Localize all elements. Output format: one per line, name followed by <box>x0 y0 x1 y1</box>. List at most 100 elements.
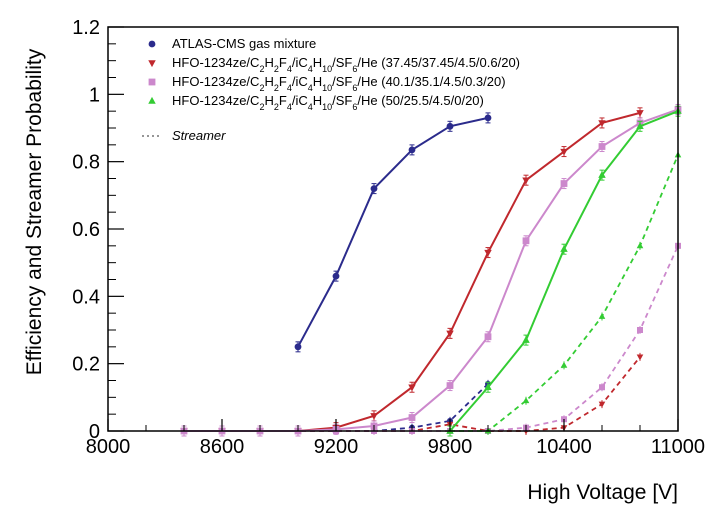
streamer-point <box>560 361 568 368</box>
legend-subscript: 4 <box>308 64 313 74</box>
y-tick-label: 0.4 <box>72 286 100 308</box>
efficiency-point <box>522 177 530 185</box>
legend-values: (40.1/35.1/4.5/0.3/20) <box>378 74 506 89</box>
streamer-point <box>636 354 644 361</box>
legend-text-part: F <box>279 93 287 108</box>
legend-text-part: H <box>313 74 322 89</box>
efficiency-point <box>598 120 606 128</box>
legend-marker <box>148 60 156 68</box>
legend-text-part: 1234 <box>204 55 233 70</box>
legend-values: (37.45/37.45/4.5/0.6/20) <box>378 55 520 70</box>
efficiency-point <box>484 333 492 341</box>
efficiency-point <box>560 180 568 187</box>
legend-text-part: H <box>313 93 322 108</box>
legend-text-part: ze/C <box>233 93 260 108</box>
legend-text-part: H <box>264 55 273 70</box>
legend-text-part: /SF <box>332 55 352 70</box>
efficiency-point <box>484 249 492 257</box>
legend-text-part: /iC <box>292 93 308 108</box>
legend-text-part: F <box>279 55 287 70</box>
y-tick-label: 0.8 <box>72 152 100 174</box>
efficiency-point <box>560 245 568 252</box>
legend-text-part: /iC <box>292 55 308 70</box>
legend-text-part: H <box>313 55 322 70</box>
legend-subscript: 4 <box>308 102 313 112</box>
efficiency-point <box>560 148 568 156</box>
legend-entry-label: HFO-1234ze/C2H2F4/iC4H10/SF6/He (37.45/3… <box>172 55 520 74</box>
x-tick-label: 8600 <box>200 436 245 458</box>
legend: ATLAS-CMS gas mixtureHFO-1234ze/C2H2F4/i… <box>142 36 520 143</box>
streamer-line <box>184 383 489 432</box>
streamer-point <box>599 384 605 391</box>
efficiency-point <box>484 114 492 122</box>
efficiency-point <box>370 185 378 193</box>
legend-subscript: 2 <box>274 102 279 112</box>
efficiency-point <box>294 343 302 351</box>
legend-text-part: H <box>264 74 273 89</box>
y-tick-label: 1.2 <box>72 17 100 39</box>
legend-entry-label: HFO-1234ze/C2H2F4/iC4H10/SF6/He (50/25.5… <box>172 93 484 112</box>
y-tick-label: 0.2 <box>72 354 100 376</box>
legend-marker <box>148 96 156 104</box>
legend-marker <box>148 78 156 86</box>
x-tick-label: 9200 <box>314 436 359 458</box>
legend-text-part: ze/C <box>233 55 260 70</box>
legend-subscript: 6 <box>352 102 357 112</box>
legend-text-part: HFO- <box>172 93 204 108</box>
legend-subscript: 10 <box>322 102 332 112</box>
legend-values: (50/25.5/4.5/0/20) <box>378 93 484 108</box>
efficiency-point <box>446 330 454 338</box>
efficiency-point <box>598 143 606 150</box>
streamer-point <box>598 401 606 408</box>
legend-text-part: ze/C <box>233 74 260 89</box>
y-tick-label: 0 <box>89 421 100 443</box>
efficiency-point <box>636 122 644 130</box>
efficiency-point <box>332 272 340 280</box>
legend-subscript: 6 <box>352 83 357 93</box>
streamer-legend-label: Streamer <box>172 128 226 143</box>
efficiency-point <box>408 414 416 421</box>
x-axis-title: High Voltage [V] <box>527 481 678 504</box>
efficiency-point <box>636 110 644 117</box>
x-tick-label: 10400 <box>536 436 592 458</box>
streamer-point <box>636 242 644 249</box>
legend-text-part: HFO- <box>172 74 204 89</box>
efficiency-point <box>446 122 454 130</box>
y-axis-title: Efficiency and Streamer Probability <box>23 48 46 375</box>
legend-subscript: 6 <box>352 64 357 74</box>
legend-text-part: 1234 <box>204 74 233 89</box>
legend-text-part: /He <box>357 93 377 108</box>
legend-subscript: 4 <box>287 83 292 93</box>
legend-text-part: /He <box>357 55 377 70</box>
legend-text-part: /iC <box>292 74 308 89</box>
legend-marker <box>148 40 156 48</box>
y-tick-label: 0.6 <box>72 219 100 241</box>
streamer-point <box>522 397 530 404</box>
legend-subscript: 2 <box>259 83 264 93</box>
ticks-layer: 8000 8600 9200 9800 10400 11000 0 0.2 0.4 0.6 0.8 1… <box>72 17 705 458</box>
legend-subscript: 4 <box>287 102 292 112</box>
legend-subscript: 4 <box>287 64 292 74</box>
legend-subscript: 2 <box>274 64 279 74</box>
legend-subscript: 4 <box>308 83 313 93</box>
efficiency-point <box>522 237 530 245</box>
streamer-point <box>637 327 643 333</box>
legend-subscript: 2 <box>259 102 264 112</box>
y-tick-label: 1 <box>89 84 100 106</box>
legend-text-part: /He <box>357 74 377 89</box>
legend-entry-label: ATLAS-CMS gas mixture <box>172 36 316 51</box>
efficiency-point <box>408 146 416 154</box>
legend-entry-label: HFO-1234ze/C2H2F4/iC4H10/SF6/He (40.1/35… <box>172 74 506 93</box>
legend-text-part: H <box>264 93 273 108</box>
legend-subscript: 10 <box>322 83 332 93</box>
legend-text-part: /SF <box>332 93 352 108</box>
x-tick-label: 8000 <box>86 436 131 458</box>
x-tick-label: 9800 <box>428 436 473 458</box>
efficiency-point <box>408 384 416 392</box>
legend-subscript: 10 <box>322 64 332 74</box>
x-tick-label: 11000 <box>651 436 705 458</box>
legend-subscript: 2 <box>274 83 279 93</box>
efficiency-point <box>598 171 606 178</box>
legend-text-part: /SF <box>332 74 352 89</box>
